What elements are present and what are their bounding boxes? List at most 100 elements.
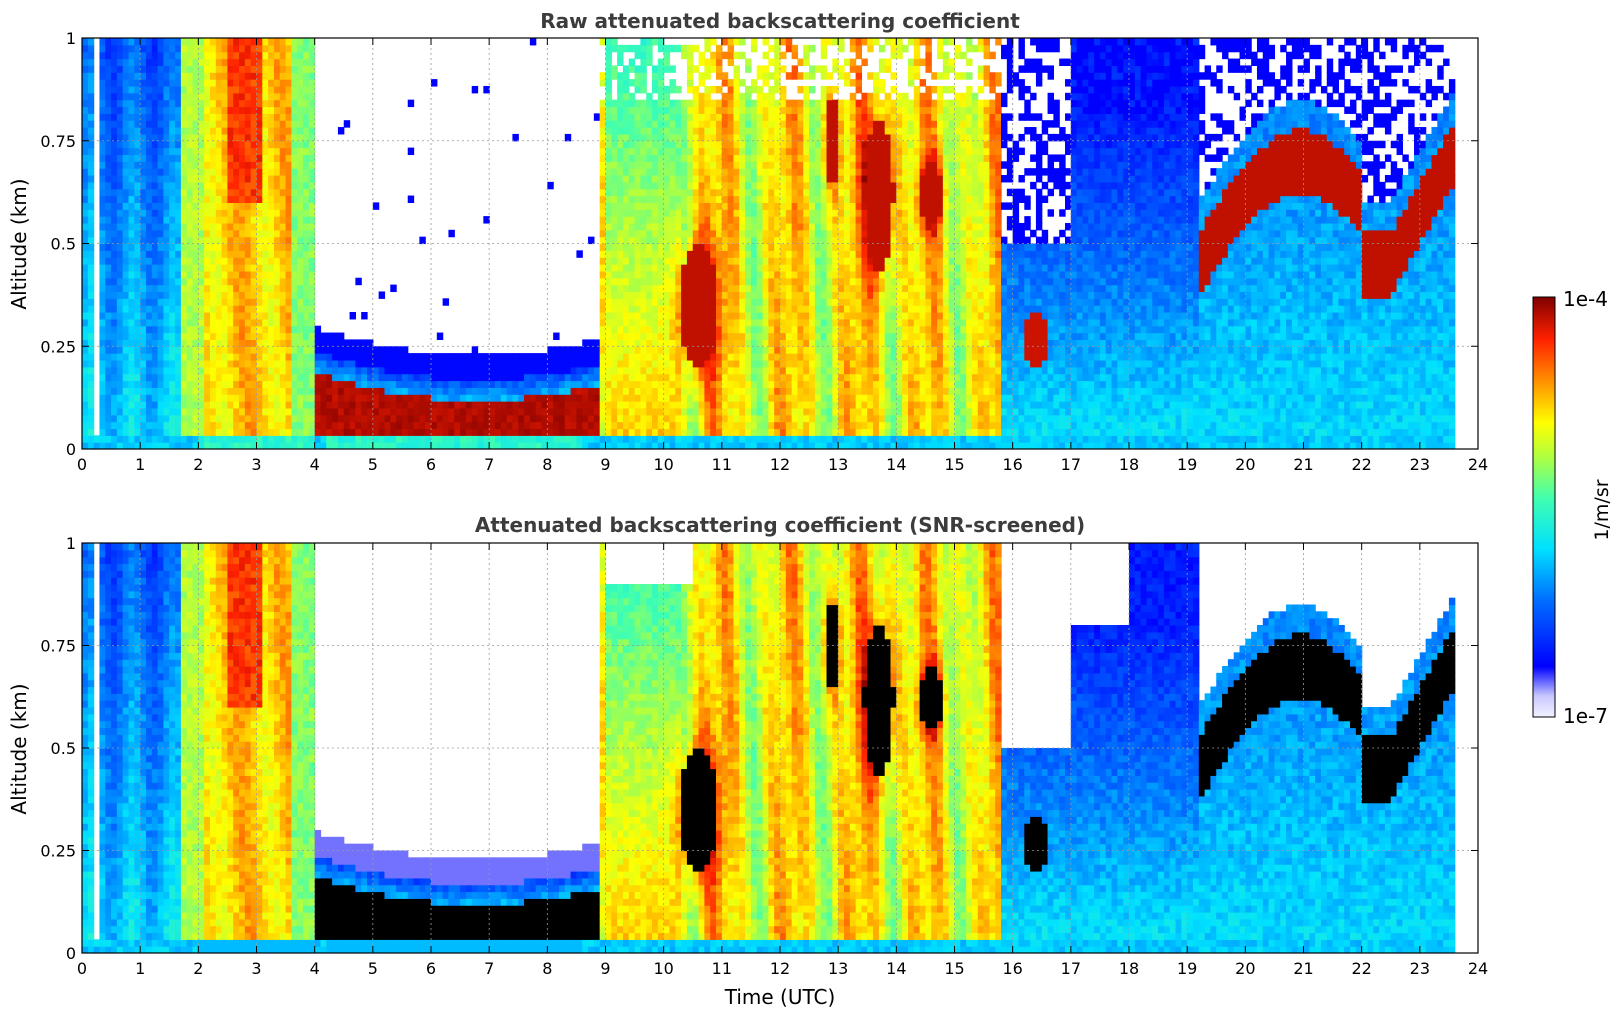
heatmap-cell <box>611 140 618 149</box>
heatmap-cell <box>285 181 292 190</box>
heatmap-cell <box>750 373 758 382</box>
heatmap-cell <box>250 359 258 368</box>
heatmap-cell <box>535 380 543 388</box>
heatmap-cell <box>215 442 223 449</box>
heatmap-cell <box>209 264 217 272</box>
heatmap-cell <box>180 79 188 87</box>
heatmap-cell <box>378 387 386 395</box>
heatmap-cell <box>256 209 263 217</box>
heatmap-cell <box>99 154 106 162</box>
heatmap-cell <box>308 346 316 354</box>
heatmap-cell <box>465 421 473 430</box>
heatmap-cell <box>256 387 263 395</box>
heatmap-cell <box>739 312 746 320</box>
heatmap-cell <box>774 428 781 436</box>
heatmap-cell <box>605 222 612 231</box>
heatmap-cell <box>611 414 618 423</box>
heatmap-cell <box>617 44 624 53</box>
heatmap-cell <box>774 373 781 382</box>
heatmap-cell <box>140 79 147 87</box>
heatmap-cell <box>99 181 106 190</box>
heatmap-cell <box>140 414 147 423</box>
heatmap-cell <box>669 127 676 135</box>
heatmap-cell <box>605 366 612 375</box>
heatmap-cell <box>465 435 473 443</box>
heatmap-cell <box>262 394 269 402</box>
heatmap-cell <box>291 202 298 210</box>
heatmap-cell <box>745 236 752 245</box>
heatmap-cell <box>157 147 165 156</box>
heatmap-cell <box>663 387 671 395</box>
heatmap-cell <box>436 366 444 375</box>
heatmap-cell <box>681 394 688 402</box>
heatmap-cell <box>122 181 130 190</box>
heatmap-cell <box>413 428 420 436</box>
heatmap-cell <box>541 401 548 409</box>
heatmap-cell <box>634 414 641 423</box>
heatmap-cell <box>780 270 787 279</box>
heatmap-cell <box>657 359 665 368</box>
heatmap-cell <box>215 161 223 169</box>
heatmap-cell <box>762 298 769 306</box>
heatmap-cell <box>745 257 752 265</box>
heatmap-cell <box>221 154 229 162</box>
heatmap-cell <box>727 325 735 334</box>
heatmap-cell <box>372 346 380 354</box>
heatmap-cell <box>314 387 322 395</box>
heatmap-cell <box>634 113 641 121</box>
heatmap-cell <box>105 181 112 190</box>
heatmap-cell <box>681 401 688 409</box>
heatmap-cell <box>157 38 165 46</box>
heatmap-cell <box>163 414 170 423</box>
heatmap-cell <box>634 277 641 286</box>
heatmap-cell <box>710 359 717 368</box>
heatmap-cell <box>105 229 112 238</box>
heatmap-cell <box>733 442 740 449</box>
heatmap-cell <box>745 401 752 409</box>
heatmap-cell <box>128 44 135 53</box>
heatmap-cell <box>145 72 153 80</box>
heatmap-cell <box>733 250 740 258</box>
heatmap-cell <box>716 264 723 272</box>
heatmap-cell <box>227 51 234 60</box>
heatmap-cell <box>326 353 333 361</box>
heatmap-cell <box>209 168 217 176</box>
heatmap-cell <box>739 407 746 416</box>
heatmap-cell <box>547 373 554 382</box>
heatmap-cell <box>460 394 467 402</box>
heatmap-cell <box>204 435 211 443</box>
heatmap-cell <box>157 58 165 66</box>
heatmap-cell <box>692 414 700 423</box>
heatmap-cell <box>186 216 194 224</box>
heatmap-cell <box>215 284 223 293</box>
heatmap-cell <box>326 442 333 449</box>
heatmap-cell <box>273 85 281 94</box>
heatmap-cell <box>87 175 95 183</box>
heatmap-cell <box>204 120 211 128</box>
heatmap-cell <box>611 380 618 388</box>
heatmap-cell <box>646 359 653 368</box>
heatmap-cell <box>268 79 275 87</box>
heatmap-cell <box>652 291 659 299</box>
heatmap-cell <box>634 298 641 306</box>
heatmap-cell <box>716 312 723 320</box>
heatmap-cell <box>116 366 124 375</box>
heatmap-cell <box>483 442 490 449</box>
heatmap-cell <box>622 414 630 423</box>
heatmap-cell <box>87 188 95 197</box>
heatmap-cell <box>570 414 578 423</box>
heatmap-cell <box>262 127 269 135</box>
heatmap-cell <box>669 243 676 251</box>
heatmap-cell <box>768 195 775 203</box>
heatmap-cell <box>128 339 135 347</box>
heatmap-cell <box>657 147 665 156</box>
heatmap-cell <box>320 346 327 354</box>
heatmap-cell <box>599 339 607 347</box>
heatmap-cell <box>303 414 310 423</box>
heatmap-cell <box>756 236 764 245</box>
heatmap-cell <box>774 79 781 87</box>
heatmap-cell <box>640 202 647 210</box>
heatmap-cell <box>663 168 671 176</box>
heatmap-cell <box>553 401 560 409</box>
heatmap-cell <box>256 442 263 449</box>
